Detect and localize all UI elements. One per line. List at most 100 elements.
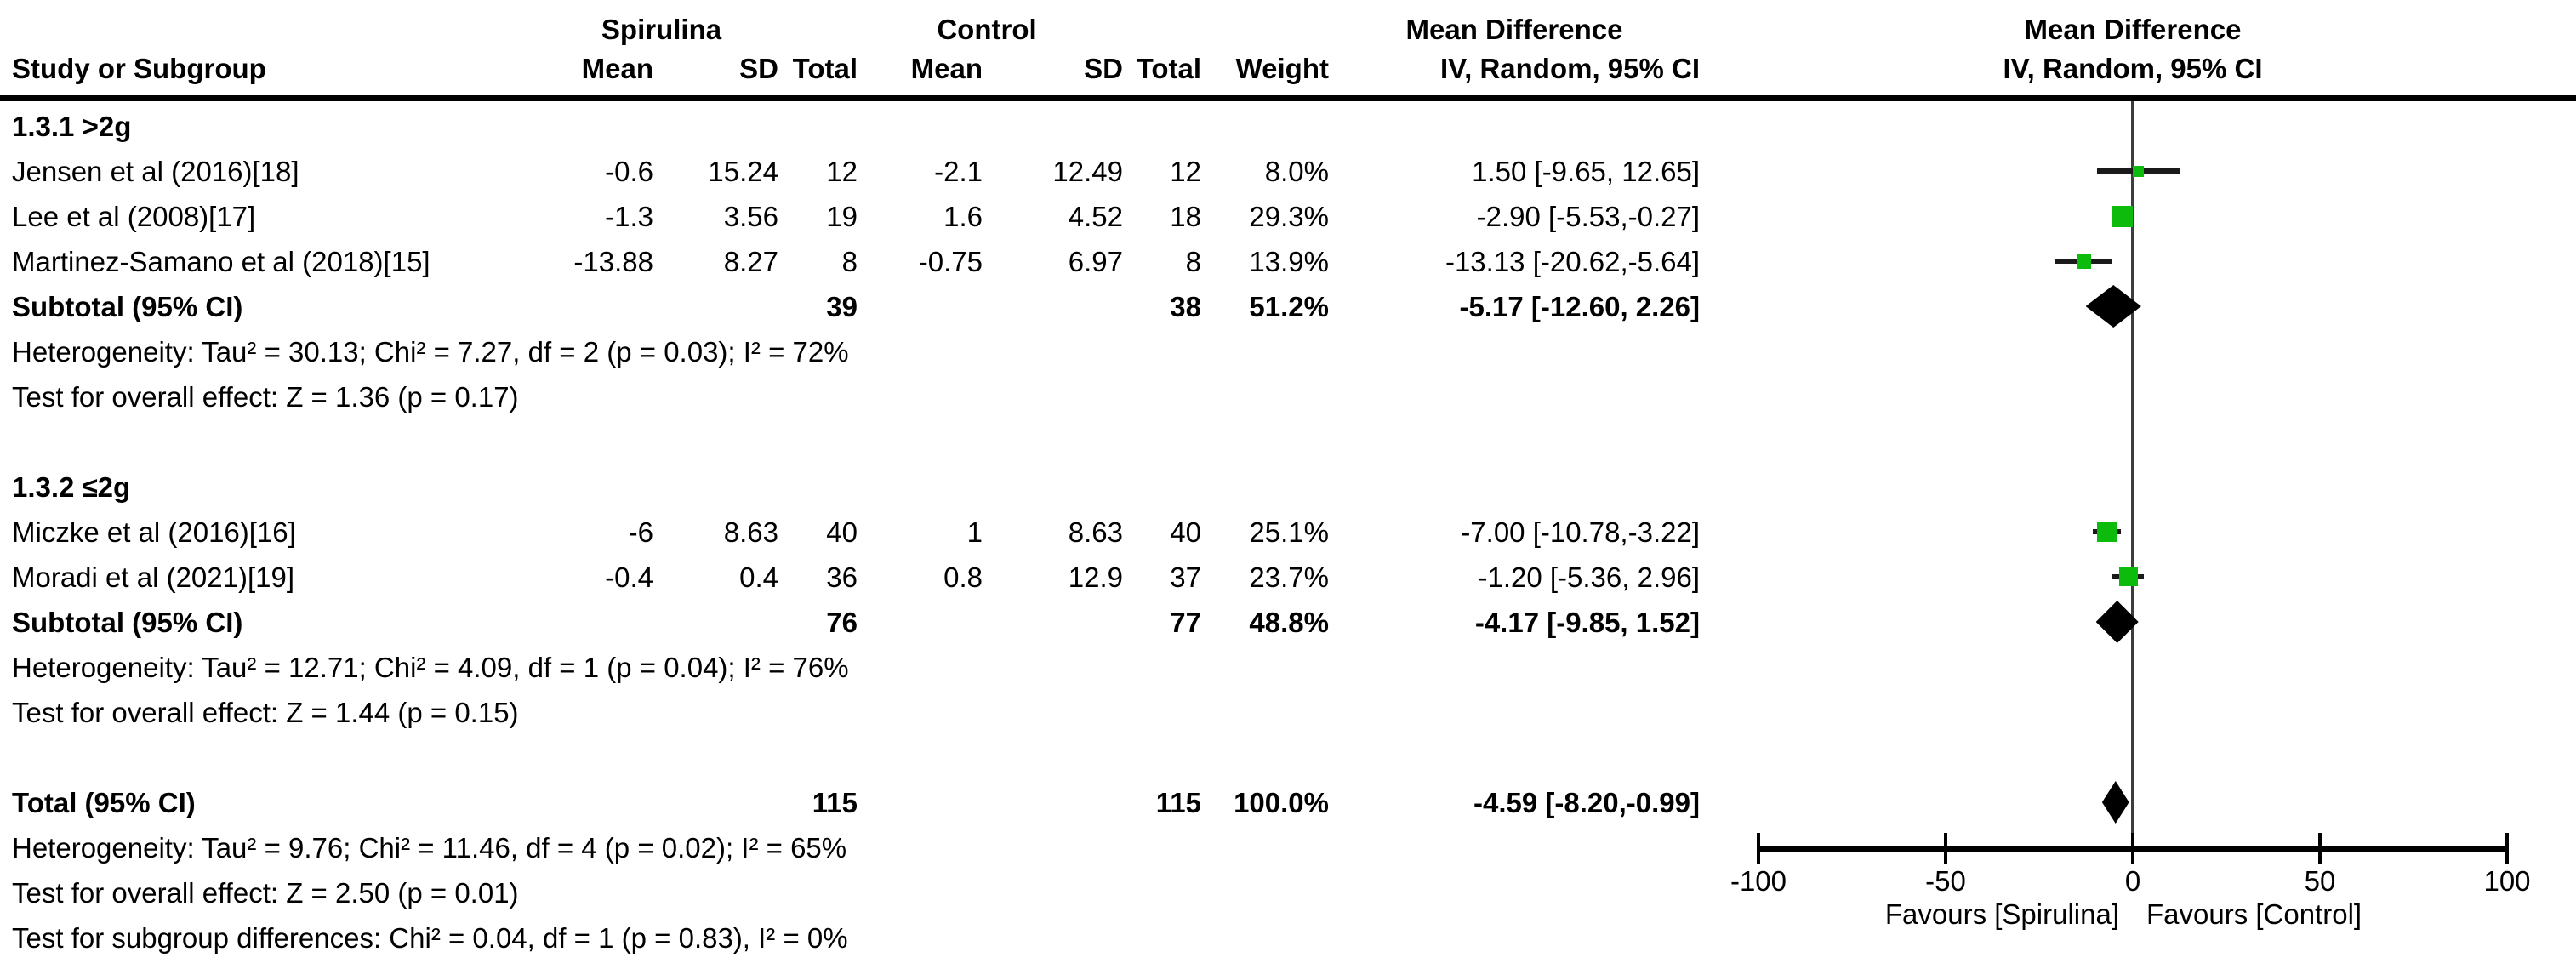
mean2-column-header: Mean	[910, 53, 983, 84]
sd2-column-header: SD	[1084, 53, 1123, 84]
x-axis-tick-label: 0	[2124, 865, 2141, 897]
overall-effect-text: Test for overall effect: Z = 1.44 (p = 0…	[12, 697, 519, 728]
total2-cell: 37	[1170, 561, 1201, 593]
sd2-cell: 8.63	[1068, 516, 1123, 548]
mean1-cell: -0.4	[605, 561, 653, 593]
overall-effect-row: Test for overall effect: Z = 1.44 (p = 0…	[0, 690, 1701, 735]
header-divider	[0, 95, 2576, 101]
total1-cell: 12	[826, 156, 858, 187]
sd1-cell: 8.27	[723, 246, 778, 277]
weight-cell: 25.1%	[1249, 516, 1329, 548]
ci-column-header: IV, Random, 95% CI	[1439, 53, 1700, 84]
subtotal-row: Subtotal (95% CI) 39 38 51.2% -5.17 [-12…	[0, 284, 1700, 329]
mean2-cell: -0.75	[918, 246, 983, 277]
study-name: Jensen et al (2016)[18]	[12, 156, 299, 187]
weight-cell: 13.9%	[1249, 246, 1329, 277]
sd1-cell: 8.63	[723, 516, 778, 548]
weight-cell: 48.8%	[1249, 607, 1329, 638]
overall-effect-row: Test for overall effect: Z = 2.50 (p = 0…	[0, 870, 1701, 915]
ci-cell: 1.50 [-9.65, 12.65]	[1472, 156, 1700, 187]
ci-cell: -4.59 [-8.20,-0.99]	[1473, 787, 1700, 818]
total2-cell: 38	[1170, 291, 1201, 322]
effect-header-right: Mean Difference	[2024, 14, 2242, 45]
sd1-cell: 3.56	[723, 201, 778, 232]
ci-line	[2112, 574, 2144, 579]
total-diamond-marker	[2101, 781, 2129, 824]
group1-header: Spirulina	[601, 14, 722, 45]
total1-cell: 39	[826, 291, 858, 322]
study-row: Moradi et al (2021)[19] -0.4 0.4 36 0.8 …	[0, 555, 1700, 600]
total2-cell: 115	[1155, 787, 1201, 818]
ci-line	[2055, 259, 2112, 264]
sd1-cell: 0.4	[739, 561, 778, 593]
x-axis-tick	[1757, 833, 1760, 864]
subtotal-diamond-marker	[2095, 601, 2139, 643]
total1-cell: 76	[826, 607, 858, 638]
study-square-marker	[2096, 522, 2117, 542]
effect-header-left: Mean Difference	[1405, 14, 1623, 45]
heterogeneity-text: Heterogeneity: Tau² = 9.76; Chi² = 11.46…	[12, 832, 847, 864]
total1-cell: 115	[812, 787, 858, 818]
favours-right-label: Favours [Control]	[2146, 898, 2362, 930]
ci-line	[2096, 168, 2180, 174]
subgroup1-header-row: 1.3.1 >2g	[0, 104, 1701, 149]
heterogeneity-text: Heterogeneity: Tau² = 30.13; Chi² = 7.27…	[12, 336, 849, 368]
ci-cell: -7.00 [-10.78,-3.22]	[1461, 516, 1700, 548]
weight-cell: 100.0%	[1234, 787, 1329, 818]
ci-cell: -2.90 [-5.53,-0.27]	[1476, 201, 1700, 232]
study-row: Miczke et al (2016)[16] -6 8.63 40 1 8.6…	[0, 510, 1700, 555]
overall-effect-text: Test for overall effect: Z = 1.36 (p = 0…	[12, 381, 519, 413]
mean2-cell: 1.6	[943, 201, 983, 232]
study-square-marker	[2133, 165, 2145, 177]
mean2-cell: -2.1	[934, 156, 983, 187]
weight-cell: 29.3%	[1249, 201, 1329, 232]
x-axis-tick	[2318, 833, 2322, 864]
x-axis-tick-label: -100	[1730, 865, 1787, 897]
mean1-cell: -0.6	[605, 156, 653, 187]
study-name: Lee et al (2008)[17]	[12, 201, 256, 232]
heterogeneity-row: Heterogeneity: Tau² = 9.76; Chi² = 11.46…	[0, 825, 1701, 870]
subgroup1-label: 1.3.1 >2g	[12, 111, 132, 142]
subtotal-label: Subtotal (95% CI)	[12, 291, 243, 322]
weight-cell: 23.7%	[1249, 561, 1329, 593]
subtotal-diamond-marker	[2085, 285, 2141, 328]
total1-cell: 19	[826, 201, 858, 232]
total2-cell: 18	[1170, 201, 1201, 232]
total1-cell: 36	[826, 561, 858, 593]
x-axis-tick-label: 100	[2483, 865, 2531, 897]
heterogeneity-text: Heterogeneity: Tau² = 12.71; Chi² = 4.09…	[12, 652, 849, 683]
study-square-marker	[2118, 567, 2138, 586]
subtotal-row: Subtotal (95% CI) 76 77 48.8% -4.17 [-9.…	[0, 600, 1700, 645]
sd1-column-header: SD	[739, 53, 778, 84]
total1-cell: 40	[826, 516, 858, 548]
total2-cell: 40	[1170, 516, 1201, 548]
subgroup2-label: 1.3.2 ≤2g	[12, 471, 131, 503]
mean1-cell: -1.3	[605, 201, 653, 232]
x-axis-tick	[2505, 833, 2509, 864]
study-row: Jensen et al (2016)[18] -0.6 15.24 12 -2…	[0, 149, 1700, 194]
total1-column-header: Total	[792, 53, 858, 84]
study-row: Martinez-Samano et al (2018)[15] -13.88 …	[0, 239, 1700, 284]
ci-line	[2092, 529, 2121, 534]
ci-cell: -5.17 [-12.60, 2.26]	[1459, 291, 1701, 322]
sd1-cell: 15.24	[708, 156, 778, 187]
total2-column-header: Total	[1136, 53, 1201, 84]
weight-cell: 51.2%	[1249, 291, 1329, 322]
heterogeneity-row: Heterogeneity: Tau² = 30.13; Chi² = 7.27…	[0, 329, 1701, 374]
sd2-cell: 12.49	[1052, 156, 1123, 187]
study-name: Miczke et al (2016)[16]	[12, 516, 296, 548]
sd2-cell: 12.9	[1068, 561, 1123, 593]
weight-cell: 8.0%	[1264, 156, 1329, 187]
favours-left-label: Favours [Spirulina]	[1884, 898, 2119, 930]
mean2-cell: 1	[966, 516, 983, 548]
ci-line	[2112, 214, 2132, 219]
x-axis-tick	[2131, 833, 2134, 864]
sd2-cell: 4.52	[1068, 201, 1123, 232]
x-axis-tick-label: 50	[2304, 865, 2336, 897]
ci-cell: -4.17 [-9.85, 1.52]	[1474, 607, 1700, 638]
study-column-header: Study or Subgroup	[12, 53, 266, 84]
total-row: Total (95% CI) 115 115 100.0% -4.59 [-8.…	[0, 780, 1700, 825]
column-header-row: Study or Subgroup Mean SD Total Mean SD …	[0, 47, 1700, 91]
sd2-cell: 6.97	[1068, 246, 1123, 277]
